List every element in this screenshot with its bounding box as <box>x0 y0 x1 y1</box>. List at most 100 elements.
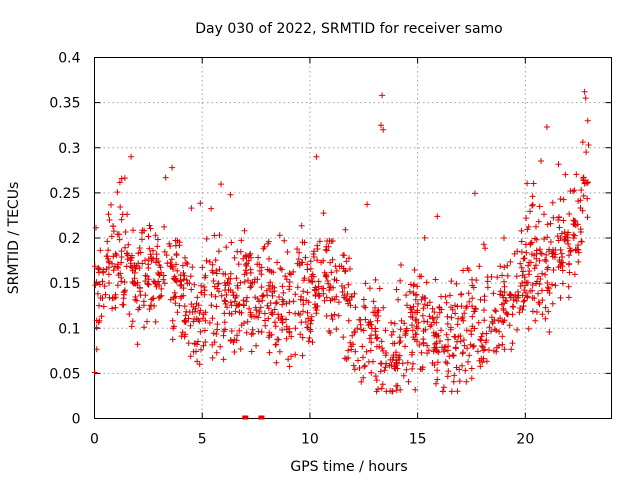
data-point <box>292 351 299 358</box>
data-point <box>499 272 506 279</box>
data-point <box>96 302 102 309</box>
data-point <box>231 349 238 355</box>
data-point <box>169 164 176 171</box>
data-point <box>570 188 577 195</box>
data-point <box>236 327 243 334</box>
data-point <box>115 272 122 278</box>
data-point <box>372 328 379 335</box>
data-point <box>483 337 490 344</box>
data-point <box>286 283 293 290</box>
data-point <box>200 315 206 322</box>
data-point <box>200 311 207 318</box>
data-point <box>359 343 366 350</box>
data-point <box>395 296 402 303</box>
data-point <box>118 274 125 281</box>
data-point <box>213 349 220 356</box>
data-point <box>360 354 366 361</box>
data-point <box>434 348 441 355</box>
data-point <box>393 349 399 356</box>
data-point <box>96 317 103 324</box>
data-point <box>431 344 438 351</box>
data-point <box>507 291 514 298</box>
data-point <box>538 250 545 257</box>
data-point <box>582 95 589 102</box>
data-point <box>158 285 165 292</box>
data-point <box>565 261 572 268</box>
y-tick-label: 0.15 <box>49 276 80 292</box>
data-point <box>484 284 491 291</box>
data-point <box>419 312 426 319</box>
data-point <box>338 283 345 289</box>
data-point <box>189 264 196 271</box>
data-point <box>208 205 215 212</box>
data-point <box>378 338 385 345</box>
data-point <box>543 124 550 130</box>
data-point <box>367 347 374 354</box>
data-point <box>198 282 205 289</box>
data-point <box>424 342 431 349</box>
data-point <box>255 314 262 321</box>
data-point <box>171 289 178 296</box>
data-point <box>220 356 227 363</box>
data-point <box>119 301 126 308</box>
x-tick-label: 20 <box>516 432 534 448</box>
data-point <box>418 273 425 280</box>
data-point <box>412 386 419 393</box>
data-point <box>529 201 536 208</box>
data-point <box>468 365 475 372</box>
data-point <box>102 291 109 298</box>
data-point <box>292 325 299 332</box>
data-point <box>509 303 516 310</box>
data-point <box>146 306 153 313</box>
data-point <box>223 291 230 298</box>
data-point <box>479 330 486 337</box>
data-point <box>379 381 386 388</box>
data-point <box>410 282 417 289</box>
data-point <box>178 281 185 288</box>
data-point <box>228 328 235 334</box>
data-point <box>93 224 99 231</box>
data-point <box>500 305 507 312</box>
data-point <box>522 289 529 296</box>
data-point <box>105 258 112 265</box>
data-point <box>176 302 183 309</box>
data-point <box>377 368 384 375</box>
data-point <box>565 241 572 247</box>
data-point <box>404 302 410 309</box>
data-point <box>545 308 552 315</box>
data-point <box>450 378 457 385</box>
data-point <box>523 215 530 222</box>
data-point <box>196 318 203 325</box>
data-point <box>141 227 148 234</box>
data-point <box>91 263 98 270</box>
data-point <box>436 309 443 316</box>
data-point <box>457 333 464 339</box>
data-point <box>311 248 317 255</box>
data-point <box>577 205 584 211</box>
data-point <box>96 281 103 288</box>
data-point <box>549 281 555 288</box>
data-point <box>501 289 508 296</box>
data-point <box>327 297 334 304</box>
data-point <box>296 249 303 256</box>
data-point <box>150 295 157 302</box>
x-axis: 0 5 10 15 20 <box>90 57 534 448</box>
data-point <box>414 307 421 314</box>
data-point <box>318 259 325 266</box>
data-point <box>557 263 564 269</box>
data-point <box>544 234 551 241</box>
data-point <box>434 213 441 220</box>
data-point <box>221 279 228 286</box>
data-point <box>271 319 278 326</box>
data-point <box>253 342 260 349</box>
data-point <box>137 249 144 256</box>
data-point <box>309 339 316 346</box>
data-point <box>558 230 565 237</box>
data-point <box>475 319 482 326</box>
data-point <box>150 255 157 262</box>
data-point <box>496 328 503 335</box>
data-point <box>413 291 420 298</box>
data-point <box>539 270 546 277</box>
data-point <box>418 296 425 303</box>
data-point <box>493 327 500 334</box>
